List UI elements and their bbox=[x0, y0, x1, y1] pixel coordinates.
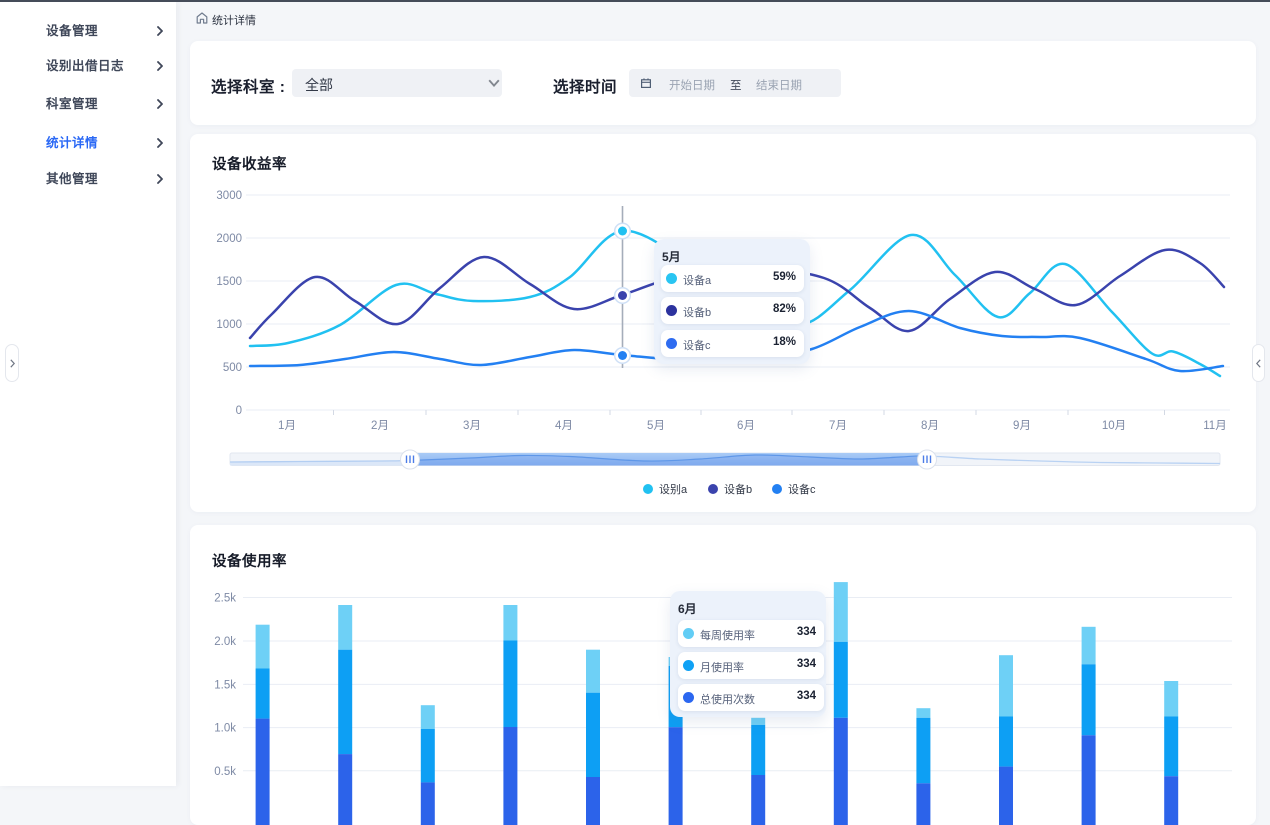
svg-text:2.5k: 2.5k bbox=[214, 593, 236, 605]
svg-text:1000: 1000 bbox=[216, 319, 242, 331]
svg-text:1500: 1500 bbox=[216, 276, 242, 288]
svg-text:0.5k: 0.5k bbox=[214, 766, 236, 778]
svg-text:500: 500 bbox=[223, 362, 242, 374]
svg-text:2月: 2月 bbox=[371, 420, 389, 432]
svg-text:1月: 1月 bbox=[278, 420, 296, 432]
svg-text:10月: 10月 bbox=[1102, 420, 1126, 432]
svg-text:4月: 4月 bbox=[555, 420, 573, 432]
svg-text:11月: 11月 bbox=[1203, 420, 1226, 432]
svg-text:1.0k: 1.0k bbox=[214, 723, 236, 735]
svg-text:5月: 5月 bbox=[647, 420, 665, 432]
svg-text:3000: 3000 bbox=[216, 190, 242, 202]
svg-text:2000: 2000 bbox=[216, 233, 242, 245]
svg-text:1.5k: 1.5k bbox=[214, 679, 236, 691]
svg-text:9月: 9月 bbox=[1013, 420, 1031, 432]
svg-text:7月: 7月 bbox=[829, 420, 847, 432]
svg-text:6月: 6月 bbox=[737, 420, 755, 432]
svg-text:2.0k: 2.0k bbox=[214, 636, 236, 648]
svg-text:8月: 8月 bbox=[921, 420, 939, 432]
svg-text:0: 0 bbox=[236, 405, 242, 417]
svg-text:3月: 3月 bbox=[463, 420, 481, 432]
